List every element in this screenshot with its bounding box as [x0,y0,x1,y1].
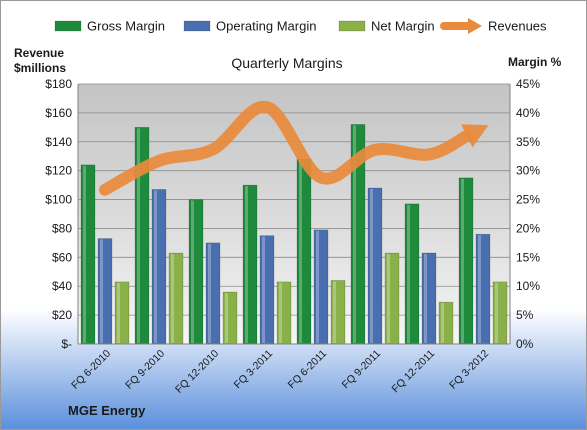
plot-area [78,84,510,344]
legend-label: Net Margin [371,19,435,34]
legend-swatch [338,20,366,32]
right-tick-label: 10% [516,279,540,293]
chart-title: Quarterly Margins [231,55,342,71]
right-tick-label: 20% [516,221,540,235]
legend-swatch [54,20,82,32]
bar-highlight [353,125,356,343]
right-tick-label: 25% [516,193,540,207]
bar-highlight [245,186,248,343]
right-tick-label: 0% [516,337,534,351]
bar-highlight [117,282,120,343]
legend-label: Gross Margin [87,19,165,34]
bar-highlight [316,230,319,343]
left-tick-label: $160 [45,106,72,120]
right-tick-label: 15% [516,250,540,264]
footer-company-name: MGE Energy [68,403,146,418]
bar-highlight [407,204,410,343]
right-tick-label: 35% [516,135,540,149]
left-tick-label: $120 [45,164,72,178]
bars-layer [80,124,508,345]
bar-highlight [387,254,390,343]
left-tick-label: $40 [52,279,72,293]
right-axis-label: Margin % [508,55,562,69]
right-tick-label: 40% [516,106,540,120]
legend-swatch [183,20,211,32]
right-tick-label: 5% [516,308,534,322]
bar-highlight [154,190,157,343]
bar-highlight [478,235,481,343]
bar-highlight [208,243,211,343]
bar-highlight [100,239,103,343]
legend-label: Operating Margin [216,19,316,34]
left-tick-label: $60 [52,250,72,264]
legend-label: Revenues [488,19,547,34]
bar-highlight [262,236,265,343]
bar-highlight [137,128,140,343]
left-tick-label: $100 [45,193,72,207]
legend-arrowhead [468,18,482,34]
bar-highlight [83,165,86,343]
bar-highlight [191,200,194,343]
revenue-arrowhead [461,124,489,148]
left-tick-label: $- [61,337,72,351]
left-axis-label-line2: $millions [14,61,66,75]
bar-highlight [171,254,174,343]
left-tick-label: $140 [45,135,72,149]
bar-highlight [333,281,336,343]
legend: Gross Margin Operating Margin Net Margin Re… [54,18,547,34]
bar-highlight [279,282,282,343]
right-tick-label: 30% [516,164,540,178]
bar-highlight [370,189,373,343]
left-tick-label: $80 [52,221,72,235]
right-tick-label: 45% [516,77,540,91]
bar-highlight [299,160,302,343]
bar-highlight [225,293,228,343]
bar-highlight [424,254,427,343]
left-tick-label: $20 [52,308,72,322]
bar-highlight [495,282,498,343]
revenue-line-layer [99,101,489,196]
bar-highlight [461,178,464,343]
left-axis-label-line1: Revenue [14,46,64,60]
left-tick-label: $180 [45,77,72,91]
bar-highlight [441,303,444,343]
revenue-line [99,101,473,196]
